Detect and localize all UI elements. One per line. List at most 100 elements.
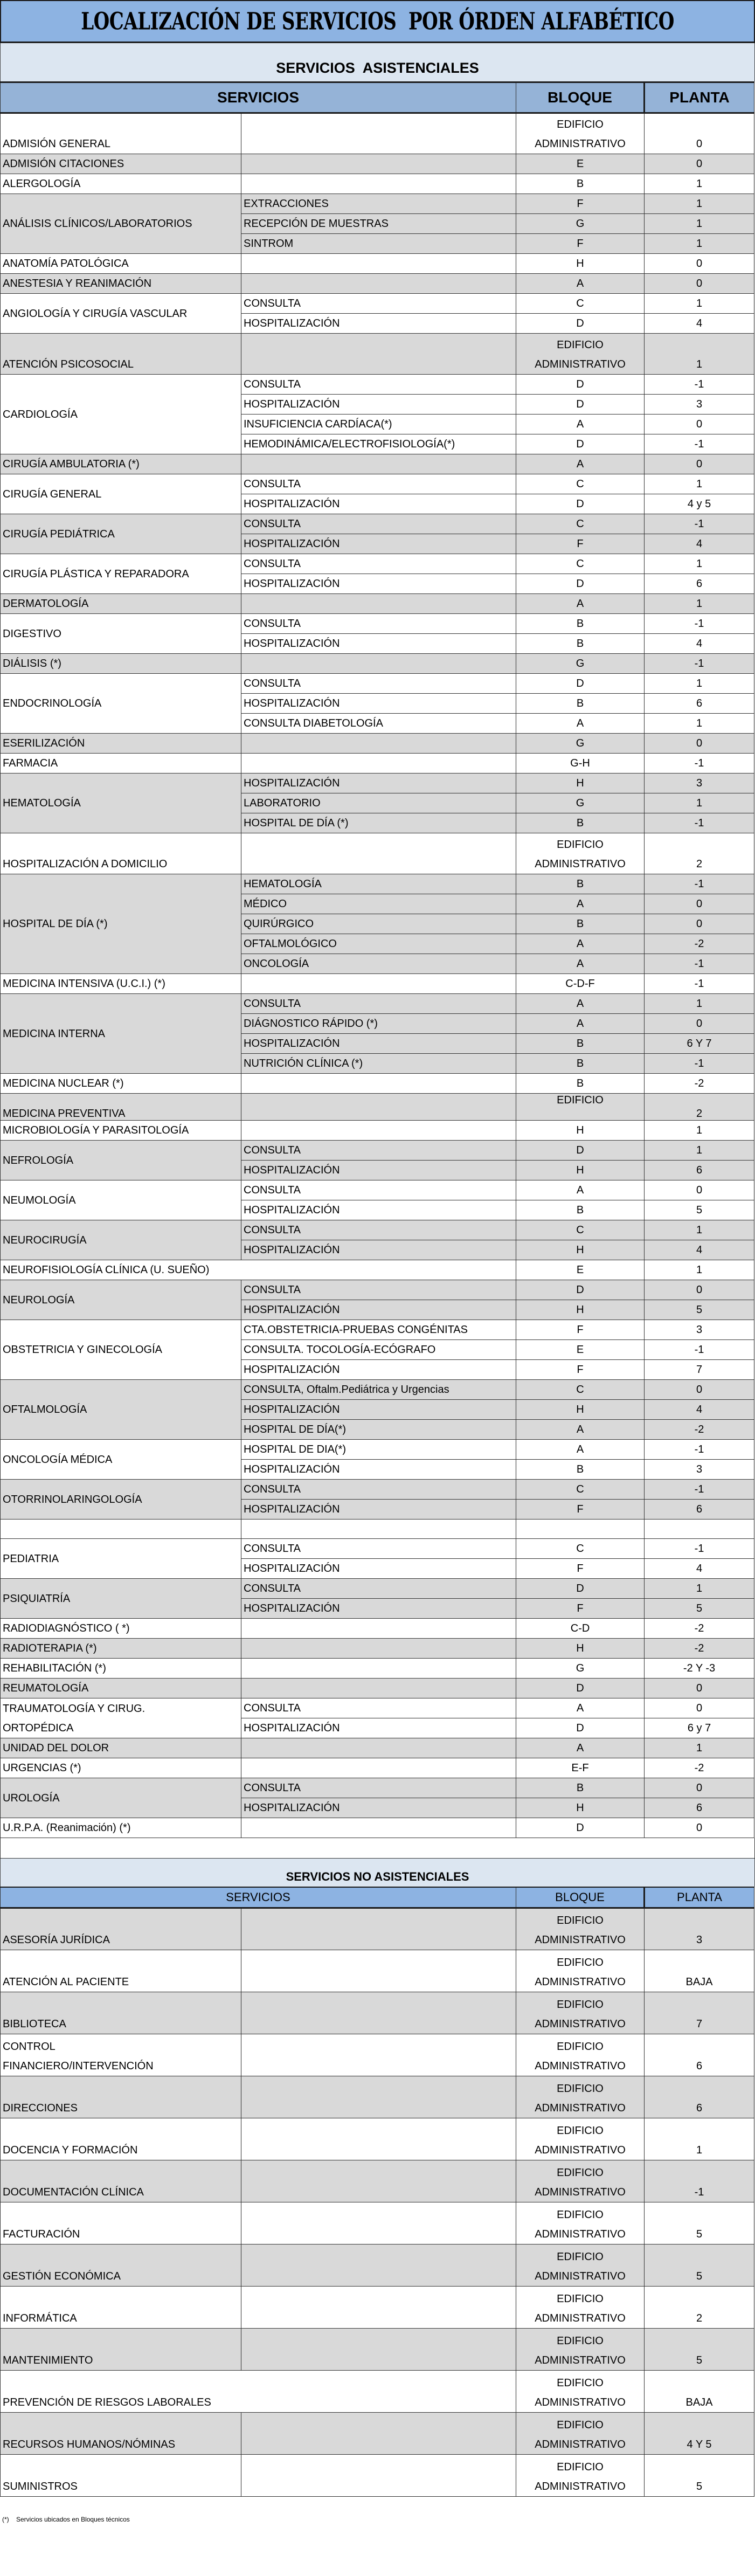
- no-asistenciales-table: SERVICIOS BLOQUE PLANTA ASESORÍA JURÍDIC…: [0, 1887, 755, 2497]
- section-header-asistenciales: SERVICIOS ASISTENCIALES: [0, 43, 755, 81]
- table-row: QUIRÚRGICO B 0: [1, 914, 755, 934]
- bloque-cell: D: [516, 1578, 645, 1599]
- service-name: ANESTESIA Y REANIMACIÓN: [0, 273, 241, 294]
- planta-cell: 1: [644, 233, 755, 254]
- planta-cell: 4: [644, 534, 755, 554]
- sub-service: HOSPITAL DE DÍA (*): [240, 813, 517, 833]
- sub-service: MÉDICO: [240, 894, 517, 914]
- table-row: HOSPITALIZACIÓN B 3: [1, 1459, 755, 1480]
- sub-service: HOSPITALIZACIÓN: [240, 574, 517, 594]
- bloque-cell: F: [516, 233, 645, 254]
- sub-service: [240, 1120, 517, 1141]
- table-row: ASESORÍA JURÍDICA EDIFICIO ADMINISTRATIVO…: [0, 1908, 755, 1950]
- planta-cell: 6: [644, 2034, 755, 2076]
- bloque-cell: A: [516, 934, 645, 954]
- table-row: MEDICINA INTENSIVA (U.C.I.) (*) C-D-F -1: [0, 973, 755, 994]
- planta-cell: -2: [644, 1618, 755, 1639]
- sub-service: [240, 2328, 517, 2371]
- sub-service: CONSULTA: [240, 1479, 517, 1500]
- table-row: PEDIATRIA CONSULTA C -1: [0, 1538, 755, 1579]
- bloque-cell: C: [516, 1479, 645, 1500]
- planta-cell: -1: [644, 374, 755, 395]
- planta-cell: 6: [644, 574, 755, 594]
- sub-service: CONSULTA: [240, 613, 517, 634]
- bloque-cell: EDIFICIO ADMINISTRATIVO: [516, 2160, 645, 2202]
- table-row: CONSULTA. TOCOLOGÍA-ECÓGRAFO E -1: [1, 1339, 755, 1360]
- table-row: CIRUGÍA GENERAL CONSULTA C 1: [0, 474, 755, 514]
- planta-cell: 3: [644, 1459, 755, 1480]
- sub-service: [240, 1738, 517, 1758]
- sub-service: [240, 833, 517, 874]
- bloque-cell: G: [516, 1658, 645, 1679]
- service-name: ENDOCRINOLOGÍA: [0, 673, 241, 734]
- bloque-cell: A: [516, 713, 645, 734]
- sub-service: CONSULTA. TOCOLOGÍA-ECÓGRAFO: [240, 1339, 517, 1360]
- sub-service: [240, 973, 517, 994]
- sub-service: CTA.OBSTETRICIA-PRUEBAS CONGÉNITAS: [240, 1320, 517, 1340]
- asistenciales-table: SERVICIOS BLOQUE PLANTA ADMISIÓN GENERAL…: [0, 81, 755, 1838]
- table-row: PREVENCIÓN DE RIESGOS LABORALES EDIFICIO …: [0, 2370, 755, 2413]
- table-row: DIÁLISIS (*) G -1: [0, 653, 755, 674]
- bloque-cell: A: [516, 1180, 645, 1200]
- planta-cell: 0: [644, 1818, 755, 1838]
- bloque-cell: F: [516, 1359, 645, 1380]
- planta-cell: -1: [644, 1439, 755, 1460]
- planta-cell: 0: [644, 113, 755, 154]
- planta-cell: 3: [644, 773, 755, 793]
- planta-cell: 2: [644, 833, 755, 874]
- sub-service: HOSPITALIZACIÓN: [240, 633, 517, 654]
- table-header-row: SERVICIOS BLOQUE PLANTA: [0, 81, 755, 114]
- planta-cell: 0: [644, 253, 755, 274]
- table-row: DIRECCIONES EDIFICIO ADMINISTRATIVO 6: [0, 2076, 755, 2118]
- service-name: GESTIÓN ECONÓMICA: [0, 2244, 241, 2287]
- table-row: HOSPITALIZACIÓN H 4: [1, 1399, 755, 1420]
- service-name: NEUMOLOGÍA: [0, 1180, 241, 1220]
- table-row: INSUFICIENCIA CARDÍACA(*) A 0: [1, 414, 755, 434]
- table-row: OFTALMOLÓGICO A -2: [1, 934, 755, 954]
- sub-service: CONSULTA: [240, 1180, 517, 1200]
- bloque-cell: EDIFICIO ADMINISTRATIVO: [516, 1992, 645, 2034]
- bloque-cell: C: [516, 554, 645, 574]
- service-name: RECURSOS HUMANOS/NÓMINAS: [0, 2412, 241, 2455]
- table-row: HOSPITALIZACIÓN H 4: [1, 1240, 755, 1260]
- service-name: CIRUGÍA GENERAL: [0, 474, 241, 514]
- table-row: ANATOMÍA PATOLÓGICA H 0: [0, 253, 755, 274]
- table-row: SUMINISTROS EDIFICIO ADMINISTRATIVO 5: [0, 2454, 755, 2497]
- sub-service: CONSULTA: [240, 1538, 517, 1559]
- table-row: MICROBIOLOGÍA Y PARASITOLOGÍA H 1: [0, 1120, 755, 1141]
- table-row: U.R.P.A. (Reanimación) (*) D 0: [0, 1818, 755, 1838]
- service-name: PEDIATRIA: [0, 1538, 241, 1579]
- planta-cell: 3: [644, 1320, 755, 1340]
- table-row: HOSPITALIZACIÓN F 4: [1, 1558, 755, 1579]
- table-row: ANÁLISIS CLÍNICOS/LABORATORIOS EXTRACCION…: [0, 194, 755, 254]
- sub-service: HOSPITAL DE DIA(*): [240, 1439, 517, 1460]
- bloque-cell: C: [516, 1220, 645, 1240]
- planta-cell: 0: [644, 894, 755, 914]
- planta-cell: 2: [644, 2286, 755, 2329]
- bloque-cell: A: [516, 993, 645, 1014]
- sub-service: SINTROM: [240, 233, 517, 254]
- planta-cell: 1: [644, 174, 755, 194]
- bloque-cell: C-D-F: [516, 973, 645, 994]
- service-name: DIRECCIONES: [0, 2076, 241, 2118]
- sub-service: [240, 1093, 517, 1121]
- planta-cell: 7: [644, 1359, 755, 1380]
- service-name: NEUROCIRUGÍA: [0, 1220, 241, 1260]
- bloque-cell: E: [516, 1339, 645, 1360]
- planta-cell: 1: [644, 474, 755, 494]
- service-name: MEDICINA PREVENTIVA: [0, 1093, 241, 1121]
- table-row: MEDICINA INTERNA CONSULTA A 1: [0, 993, 755, 1074]
- table-row: CONTROL FINANCIERO/INTERVENCIÓN EDIFICIO …: [0, 2034, 755, 2076]
- service-name: REHABILITACIÓN (*): [0, 1658, 241, 1679]
- table-row: HOSPITALIZACIÓN D 4 y 5: [1, 494, 755, 514]
- table-row: URGENCIAS (*) E-F -2: [0, 1758, 755, 1778]
- bloque-cell: EDIFICIO ADMINISTRATIVO: [516, 2328, 645, 2371]
- table-row: NEUROCIRUGÍA CONSULTA C 1: [0, 1220, 755, 1260]
- sub-service: [240, 733, 517, 754]
- bloque-cell: A: [516, 1698, 645, 1718]
- table-row: HOSPITALIZACIÓN H 5: [1, 1300, 755, 1320]
- bloque-cell: B: [516, 633, 645, 654]
- bloque-cell: E-F: [516, 1758, 645, 1778]
- service-name: UROLOGÍA: [0, 1778, 241, 1818]
- service-name: SUMINISTROS: [0, 2454, 241, 2497]
